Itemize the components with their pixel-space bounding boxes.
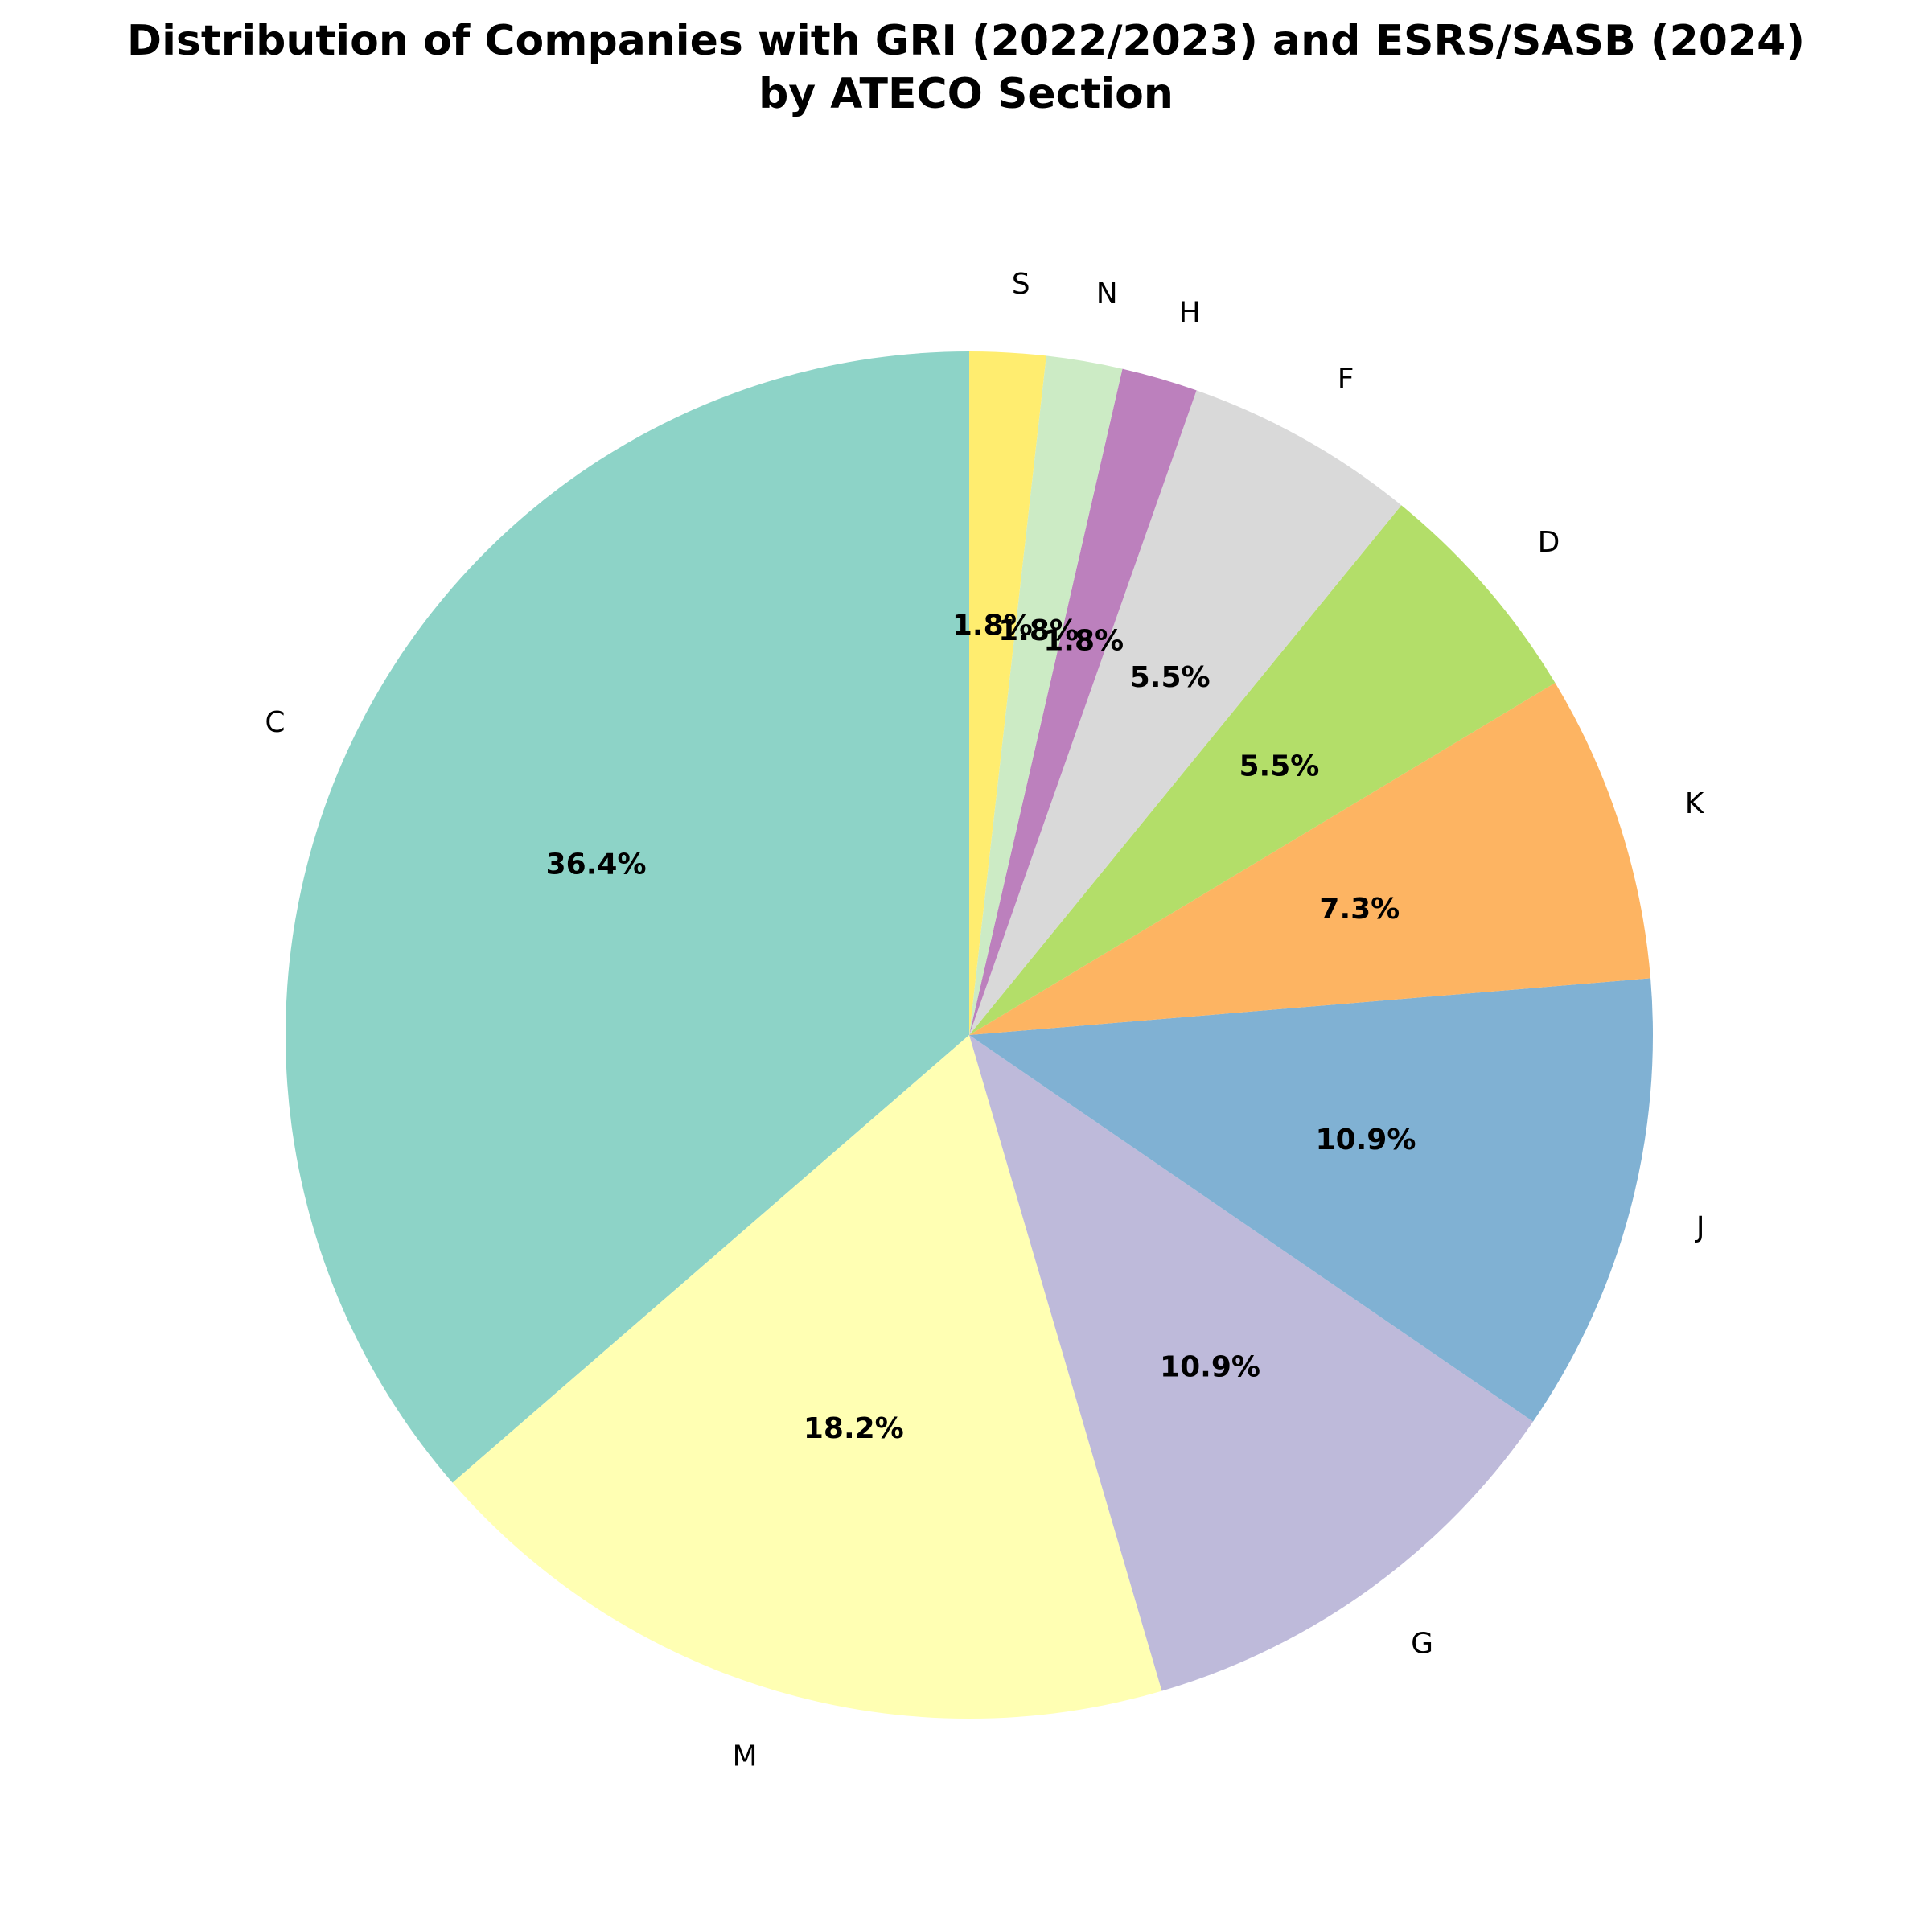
slice-label-k: K (1685, 787, 1705, 820)
pct-label-d: 5.5% (1239, 750, 1320, 783)
slice-label-m: M (733, 1740, 758, 1773)
pie-slice-d (969, 505, 1556, 1035)
pie-slice-m (452, 1035, 1162, 1719)
pie-slice-k (969, 682, 1651, 1035)
pct-label-h: 1.8% (1043, 625, 1124, 658)
pie-slice-j (969, 978, 1653, 1422)
pct-label-j: 10.9% (1316, 1123, 1416, 1156)
pie-slice-c (286, 351, 969, 1483)
slice-label-f: F (1338, 363, 1354, 396)
pie-slice-n (969, 355, 1123, 1035)
pct-label-g: 10.9% (1160, 1350, 1260, 1383)
slice-label-n: N (1096, 277, 1118, 310)
chart-title: Distribution of Companies with GRI (2022… (0, 14, 1932, 121)
pct-label-s: 1.8% (952, 609, 1033, 642)
slice-label-g: G (1411, 1627, 1433, 1660)
pie-slice-f (969, 390, 1402, 1036)
slices-layer (286, 351, 1653, 1719)
slice-label-h: H (1179, 297, 1201, 330)
pie-slice-s (969, 351, 1046, 1035)
slice-label-j: J (1695, 1211, 1705, 1244)
slice-label-s: S (1012, 268, 1030, 301)
pie-slice-g (969, 1035, 1534, 1691)
chart-title-line-1: Distribution of Companies with GRI (2022… (126, 17, 1806, 65)
slice-label-c: C (265, 706, 285, 739)
pie-slice-h (969, 368, 1197, 1035)
pct-label-c: 36.4% (546, 848, 647, 881)
labels-layer: C 36.4% M 18.2% G 10.9% J 10.9% K 7.3% D 5.5% F 5.5% H… (265, 268, 1704, 1773)
pct-label-f: 5.5% (1130, 661, 1211, 694)
pct-label-m: 18.2% (804, 1412, 904, 1445)
chart-title-line-2: by ATECO Section (758, 70, 1174, 118)
pct-label-n: 1.8% (998, 614, 1079, 647)
slice-label-d: D (1538, 526, 1560, 559)
pct-label-k: 7.3% (1319, 893, 1400, 926)
